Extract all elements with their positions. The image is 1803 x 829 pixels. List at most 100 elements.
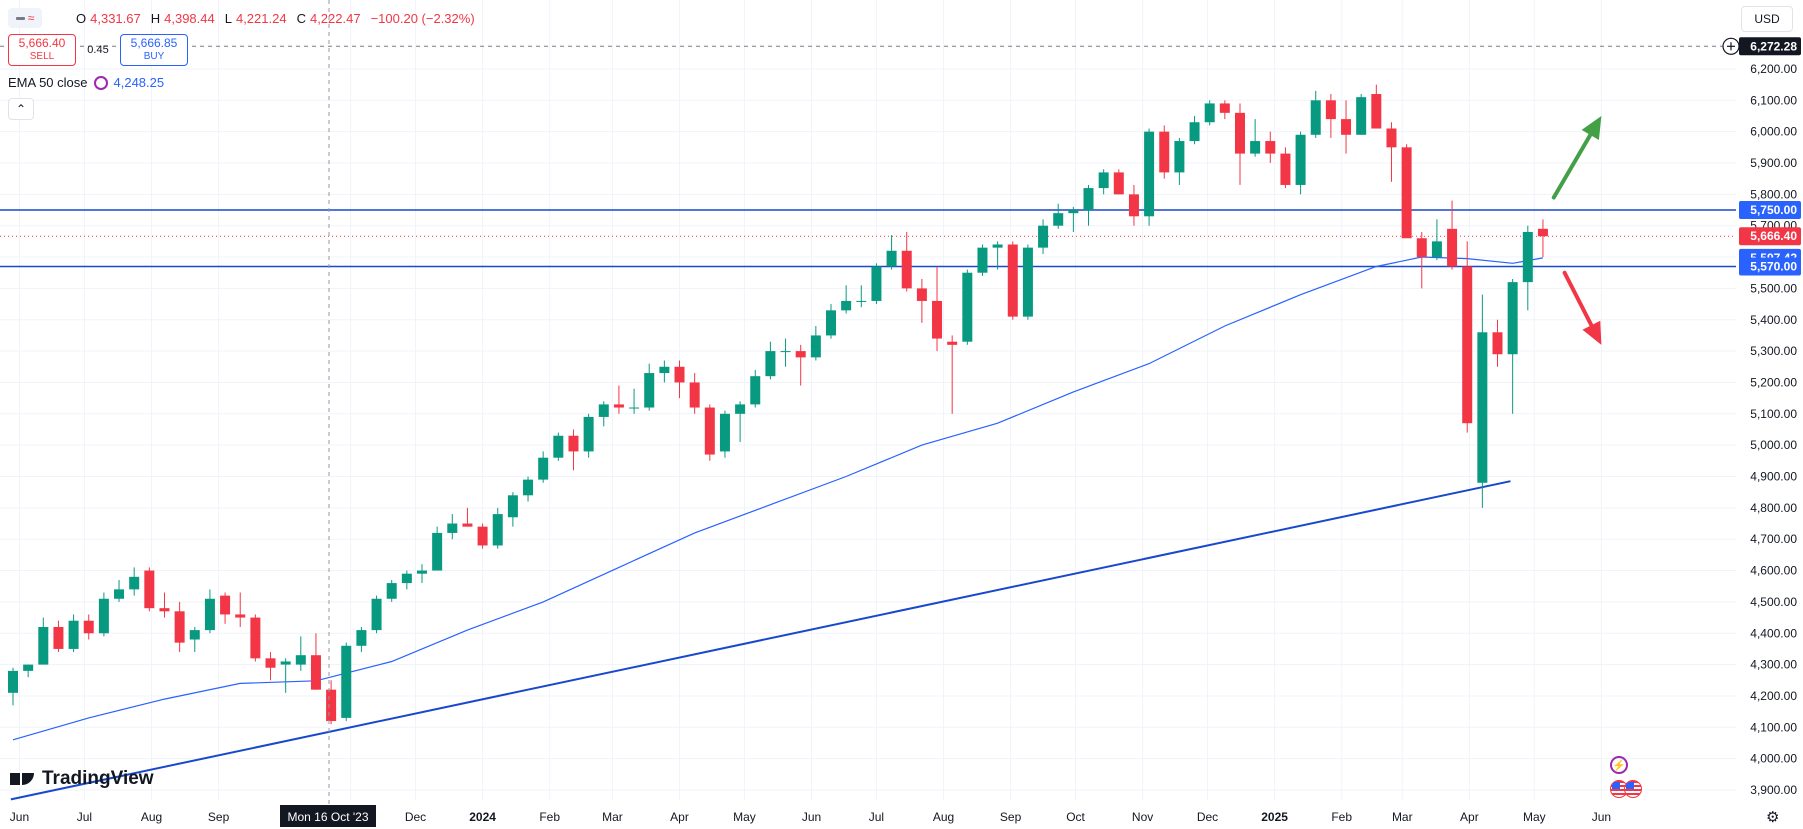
price-label-text: 5,570.00 (1750, 259, 1797, 273)
candle-body (447, 523, 458, 533)
candle-body (432, 532, 443, 571)
candle-body (174, 611, 185, 643)
time-tick-label: Aug (141, 810, 162, 824)
candle-up (23, 664, 34, 678)
candle-down (1492, 319, 1503, 367)
candle-up (1477, 294, 1488, 508)
candle-down (1401, 144, 1412, 239)
candle-body (235, 614, 246, 618)
candle-up (204, 589, 215, 634)
price-tick-label: 4,100.00 (1750, 720, 1797, 734)
candle-body (1038, 225, 1049, 248)
crosshair-date-label: Mon 16 Oct '23 (280, 805, 376, 827)
candle-down (1128, 184, 1139, 226)
high-label: H (150, 10, 161, 26)
candle-up (871, 263, 882, 305)
time-tick-label: Aug (933, 810, 954, 824)
us-flag-icon[interactable] (1610, 780, 1644, 798)
candle-body (416, 570, 427, 574)
candle-body (220, 595, 231, 615)
candle-up (1431, 219, 1442, 261)
candle-down (613, 385, 624, 414)
candle-down (1159, 125, 1170, 179)
candle-down (250, 614, 261, 662)
candle-body (310, 655, 321, 690)
candle-up (886, 235, 897, 270)
candle-up (1174, 137, 1185, 185)
tradingview-logo[interactable]: TradingView (10, 768, 154, 790)
candle-body (810, 335, 821, 358)
candle-body (719, 413, 730, 452)
low-value: 4,221.24 (235, 10, 287, 26)
candle-down (568, 429, 579, 471)
candle-up (114, 579, 125, 602)
indicator-legend[interactable]: EMA 50 close 4,248.25 (8, 75, 164, 90)
candle-down (1371, 84, 1382, 129)
candle-body (1265, 141, 1276, 154)
candle-body (1189, 122, 1200, 142)
crosshair-date-text: Mon 16 Oct '23 (288, 810, 369, 824)
candle-body (856, 300, 867, 302)
candle-up (1507, 278, 1518, 414)
arrow-head (1581, 115, 1602, 141)
price-tick-label: 5,200.00 (1750, 375, 1797, 389)
indicator-name: EMA 50 close (8, 75, 88, 90)
time-tick-label: Apr (1460, 810, 1479, 824)
sell-button[interactable]: 5,666.40 SELL (8, 34, 76, 66)
candle-down (1537, 219, 1548, 258)
candle-body (689, 382, 700, 408)
candle-up (735, 401, 746, 443)
time-tick-label: Feb (1331, 810, 1352, 824)
candle-up (1250, 119, 1261, 157)
currency-button[interactable]: USD (1741, 6, 1793, 32)
time-axis[interactable]: Jun Jul Aug Sep Nov Dec 2024 Feb Mar Apr May Jun Jul… (10, 810, 1611, 824)
chevron-up-icon[interactable]: ⌃ (8, 98, 34, 120)
candle-body (841, 300, 852, 311)
candle-down (462, 507, 473, 527)
grid (0, 0, 1736, 800)
time-tick-label: Dec (1197, 810, 1218, 824)
candle-body (1007, 244, 1018, 317)
ohlc-legend: ≈ O 4,331.67 H 4,398.44 L 4,221.24 C 4,222.4… (8, 8, 481, 28)
candle-body (598, 404, 609, 417)
time-tick-label: 2025 (1261, 810, 1288, 824)
chart-layout-icon[interactable]: ≈ (8, 8, 42, 28)
candle-body (1537, 228, 1548, 237)
candle-body (780, 351, 791, 353)
buy-button[interactable]: 5,666.85 BUY (120, 34, 188, 66)
arrows[interactable] (1551, 115, 1602, 345)
price-tick-label: 6,200.00 (1750, 62, 1797, 76)
candle-body (1144, 131, 1155, 217)
candle-up (507, 492, 518, 527)
trendline-segment[interactable] (10, 480, 1511, 801)
price-axis[interactable]: 3,900.00 4,000.00 4,100.00 4,200.00 4,300.00… (1736, 0, 1803, 829)
gear-icon[interactable]: ⚙ (1766, 809, 1780, 826)
candle-body (144, 570, 155, 609)
candle-down (83, 614, 94, 640)
candle-body (1431, 241, 1442, 258)
arrow-up[interactable] (1551, 115, 1602, 200)
candle-down (689, 373, 700, 414)
candle-up (189, 626, 200, 653)
open-label: O (76, 10, 87, 26)
time-tick-label: Jun (1592, 810, 1611, 824)
trade-panel: 5,666.40 SELL 0.45 5,666.85 BUY (8, 34, 188, 66)
candle-up (856, 285, 867, 308)
time-tick-label: Apr (670, 810, 689, 824)
candle-up (1068, 206, 1079, 232)
candle-body (159, 608, 170, 612)
time-tick-label: Sep (1000, 810, 1022, 824)
arrow-down[interactable] (1562, 270, 1602, 345)
candle-body (189, 630, 200, 640)
candle-body (977, 247, 988, 273)
candle-up (538, 451, 549, 483)
indicator-settings-icon[interactable] (93, 75, 108, 90)
candle-body (871, 266, 882, 301)
trendline[interactable] (10, 480, 1511, 801)
candle-up (765, 341, 776, 380)
candle-body (1401, 147, 1412, 239)
candle-up (371, 595, 382, 634)
lightning-icon[interactable]: ⚡ (1610, 756, 1628, 774)
price-label-bg (1739, 257, 1801, 276)
